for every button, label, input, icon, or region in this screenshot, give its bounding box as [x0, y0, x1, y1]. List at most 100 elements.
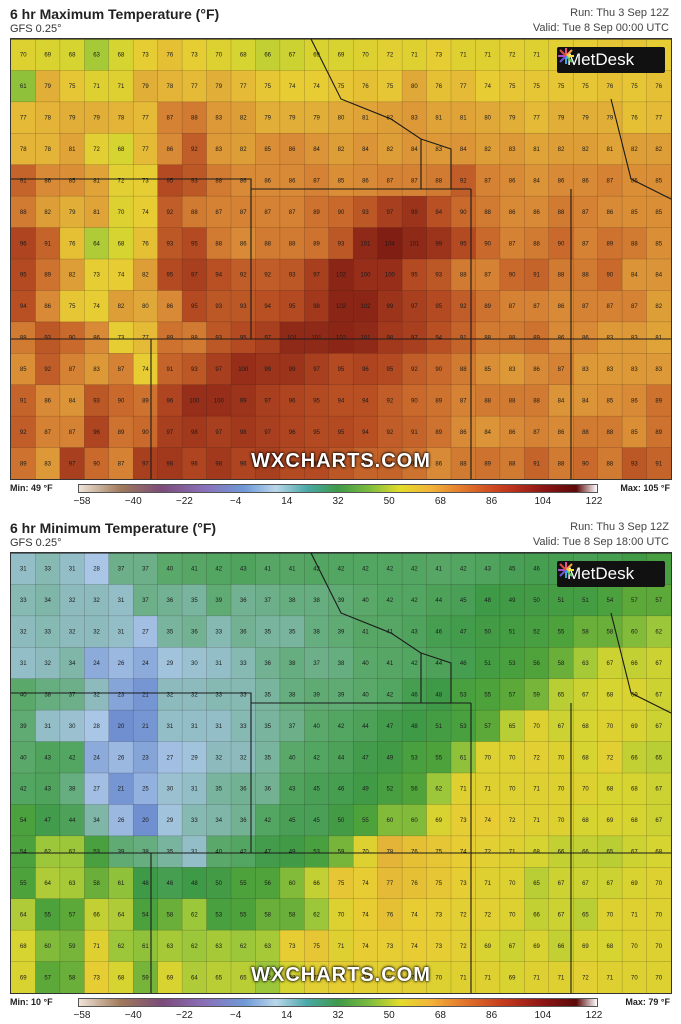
temperature-cell — [108, 710, 134, 743]
temperature-value: 86 — [93, 336, 100, 342]
temperature-cell — [279, 259, 305, 292]
temperature-cell — [206, 321, 232, 354]
temperature-cell — [206, 773, 232, 806]
temperature-cell — [548, 353, 574, 386]
temperature-value: 85 — [484, 367, 491, 373]
legend-tick-label: 50 — [383, 496, 395, 507]
temperature-cell — [451, 290, 477, 323]
temperature-cell — [499, 615, 525, 648]
temperature-value: 93 — [338, 461, 345, 467]
temperature-value: 90 — [118, 398, 125, 404]
temperature-value: 68 — [631, 787, 638, 793]
temperature-cell — [377, 867, 403, 900]
temperature-value: 36 — [240, 787, 247, 793]
temperature-cell — [206, 741, 232, 774]
temperature-cell — [402, 227, 428, 260]
temperature-value: 87 — [484, 178, 491, 184]
temperature-value: 82 — [69, 273, 76, 279]
temperature-value: 74 — [93, 304, 100, 310]
temperature-cell — [206, 584, 232, 617]
temperature-value: 67 — [607, 661, 614, 667]
temperature-cell — [255, 416, 281, 449]
temperature-value: 63 — [69, 881, 76, 887]
temperature-cell — [255, 804, 281, 837]
temperature-cell — [499, 39, 525, 72]
temperature-value: 74 — [362, 944, 369, 950]
temperature-value: 72 — [387, 53, 394, 59]
temperature-value: 86 — [582, 178, 589, 184]
temperature-value: 49 — [509, 598, 516, 604]
temperature-value: 53 — [460, 692, 467, 698]
temperature-cell — [11, 416, 37, 449]
run-label: Run: Thu 3 Sep 12Z — [570, 7, 669, 19]
temperature-cell — [231, 930, 257, 963]
temperature-value: 60 — [411, 818, 418, 824]
temperature-value: 94 — [362, 398, 369, 404]
temperature-cell — [548, 290, 574, 323]
temperature-value: 86 — [362, 178, 369, 184]
temperature-cell — [182, 647, 208, 680]
temperature-cell — [353, 835, 379, 868]
temperature-value: 70 — [509, 912, 516, 918]
temperature-cell — [108, 101, 134, 134]
temperature-value: 60 — [44, 944, 51, 950]
temperature-cell — [206, 710, 232, 743]
temperature-cell — [353, 384, 379, 417]
temperature-cell — [548, 773, 574, 806]
temperature-value: 36 — [240, 818, 247, 824]
temperature-value: 99 — [387, 304, 394, 310]
temperature-cell — [573, 259, 599, 292]
temperature-cell — [84, 835, 110, 868]
temperature-value: 87 — [69, 367, 76, 373]
temperature-cell — [304, 384, 330, 417]
temperature-value: 77 — [240, 84, 247, 90]
temperature-value: 88 — [460, 461, 467, 467]
color-legend: Min: 10 °F Max: 79 °F −58 −40 −22 −4 14 32 50 6… — [10, 994, 670, 1024]
temperature-cell — [573, 710, 599, 743]
temperature-value: 81 — [460, 116, 467, 122]
temperature-cell — [182, 133, 208, 166]
temperature-value: 78 — [167, 84, 174, 90]
temperature-cell — [59, 867, 85, 900]
temperature-value: 70 — [338, 912, 345, 918]
temperature-cell — [231, 447, 257, 479]
temperature-value: 75 — [435, 881, 442, 887]
temperature-cell — [524, 259, 550, 292]
temperature-cell — [133, 101, 159, 134]
temperature-value: 82 — [387, 116, 394, 122]
temperature-value: 82 — [142, 273, 149, 279]
temperature-value: 100 — [385, 273, 396, 279]
temperature-value: 89 — [118, 430, 125, 436]
temperature-cell — [499, 804, 525, 837]
temperature-value: 96 — [167, 398, 174, 404]
temperature-cell — [59, 290, 85, 323]
temperature-value: 48 — [411, 724, 418, 730]
temperature-cell — [133, 70, 159, 103]
temperature-cell — [646, 290, 671, 323]
temperature-cell — [182, 416, 208, 449]
temperature-value: 33 — [191, 818, 198, 824]
temperature-cell — [426, 710, 452, 743]
temperature-cell — [108, 353, 134, 386]
temperature-cell — [279, 553, 305, 586]
temperature-value: 41 — [191, 567, 198, 573]
temperature-cell — [84, 321, 110, 354]
temperature-cell — [206, 961, 232, 993]
temperature-value: 70 — [607, 724, 614, 730]
temperature-value: 74 — [362, 881, 369, 887]
temperature-cell — [59, 898, 85, 931]
temperature-cell — [59, 384, 85, 417]
temperature-cell — [182, 710, 208, 743]
temperature-value: 31 — [191, 850, 198, 856]
temperature-cell — [133, 447, 159, 479]
temperature-value: 42 — [338, 724, 345, 730]
temperature-cell — [304, 615, 330, 648]
temperature-cell — [646, 133, 671, 166]
temperature-value: 50 — [338, 818, 345, 824]
temperature-value: 52 — [387, 787, 394, 793]
temperature-cell — [377, 321, 403, 354]
temperature-value: 97 — [411, 304, 418, 310]
temperature-value: 70 — [509, 787, 516, 793]
temperature-value: 29 — [167, 818, 174, 824]
temperature-cell — [255, 773, 281, 806]
